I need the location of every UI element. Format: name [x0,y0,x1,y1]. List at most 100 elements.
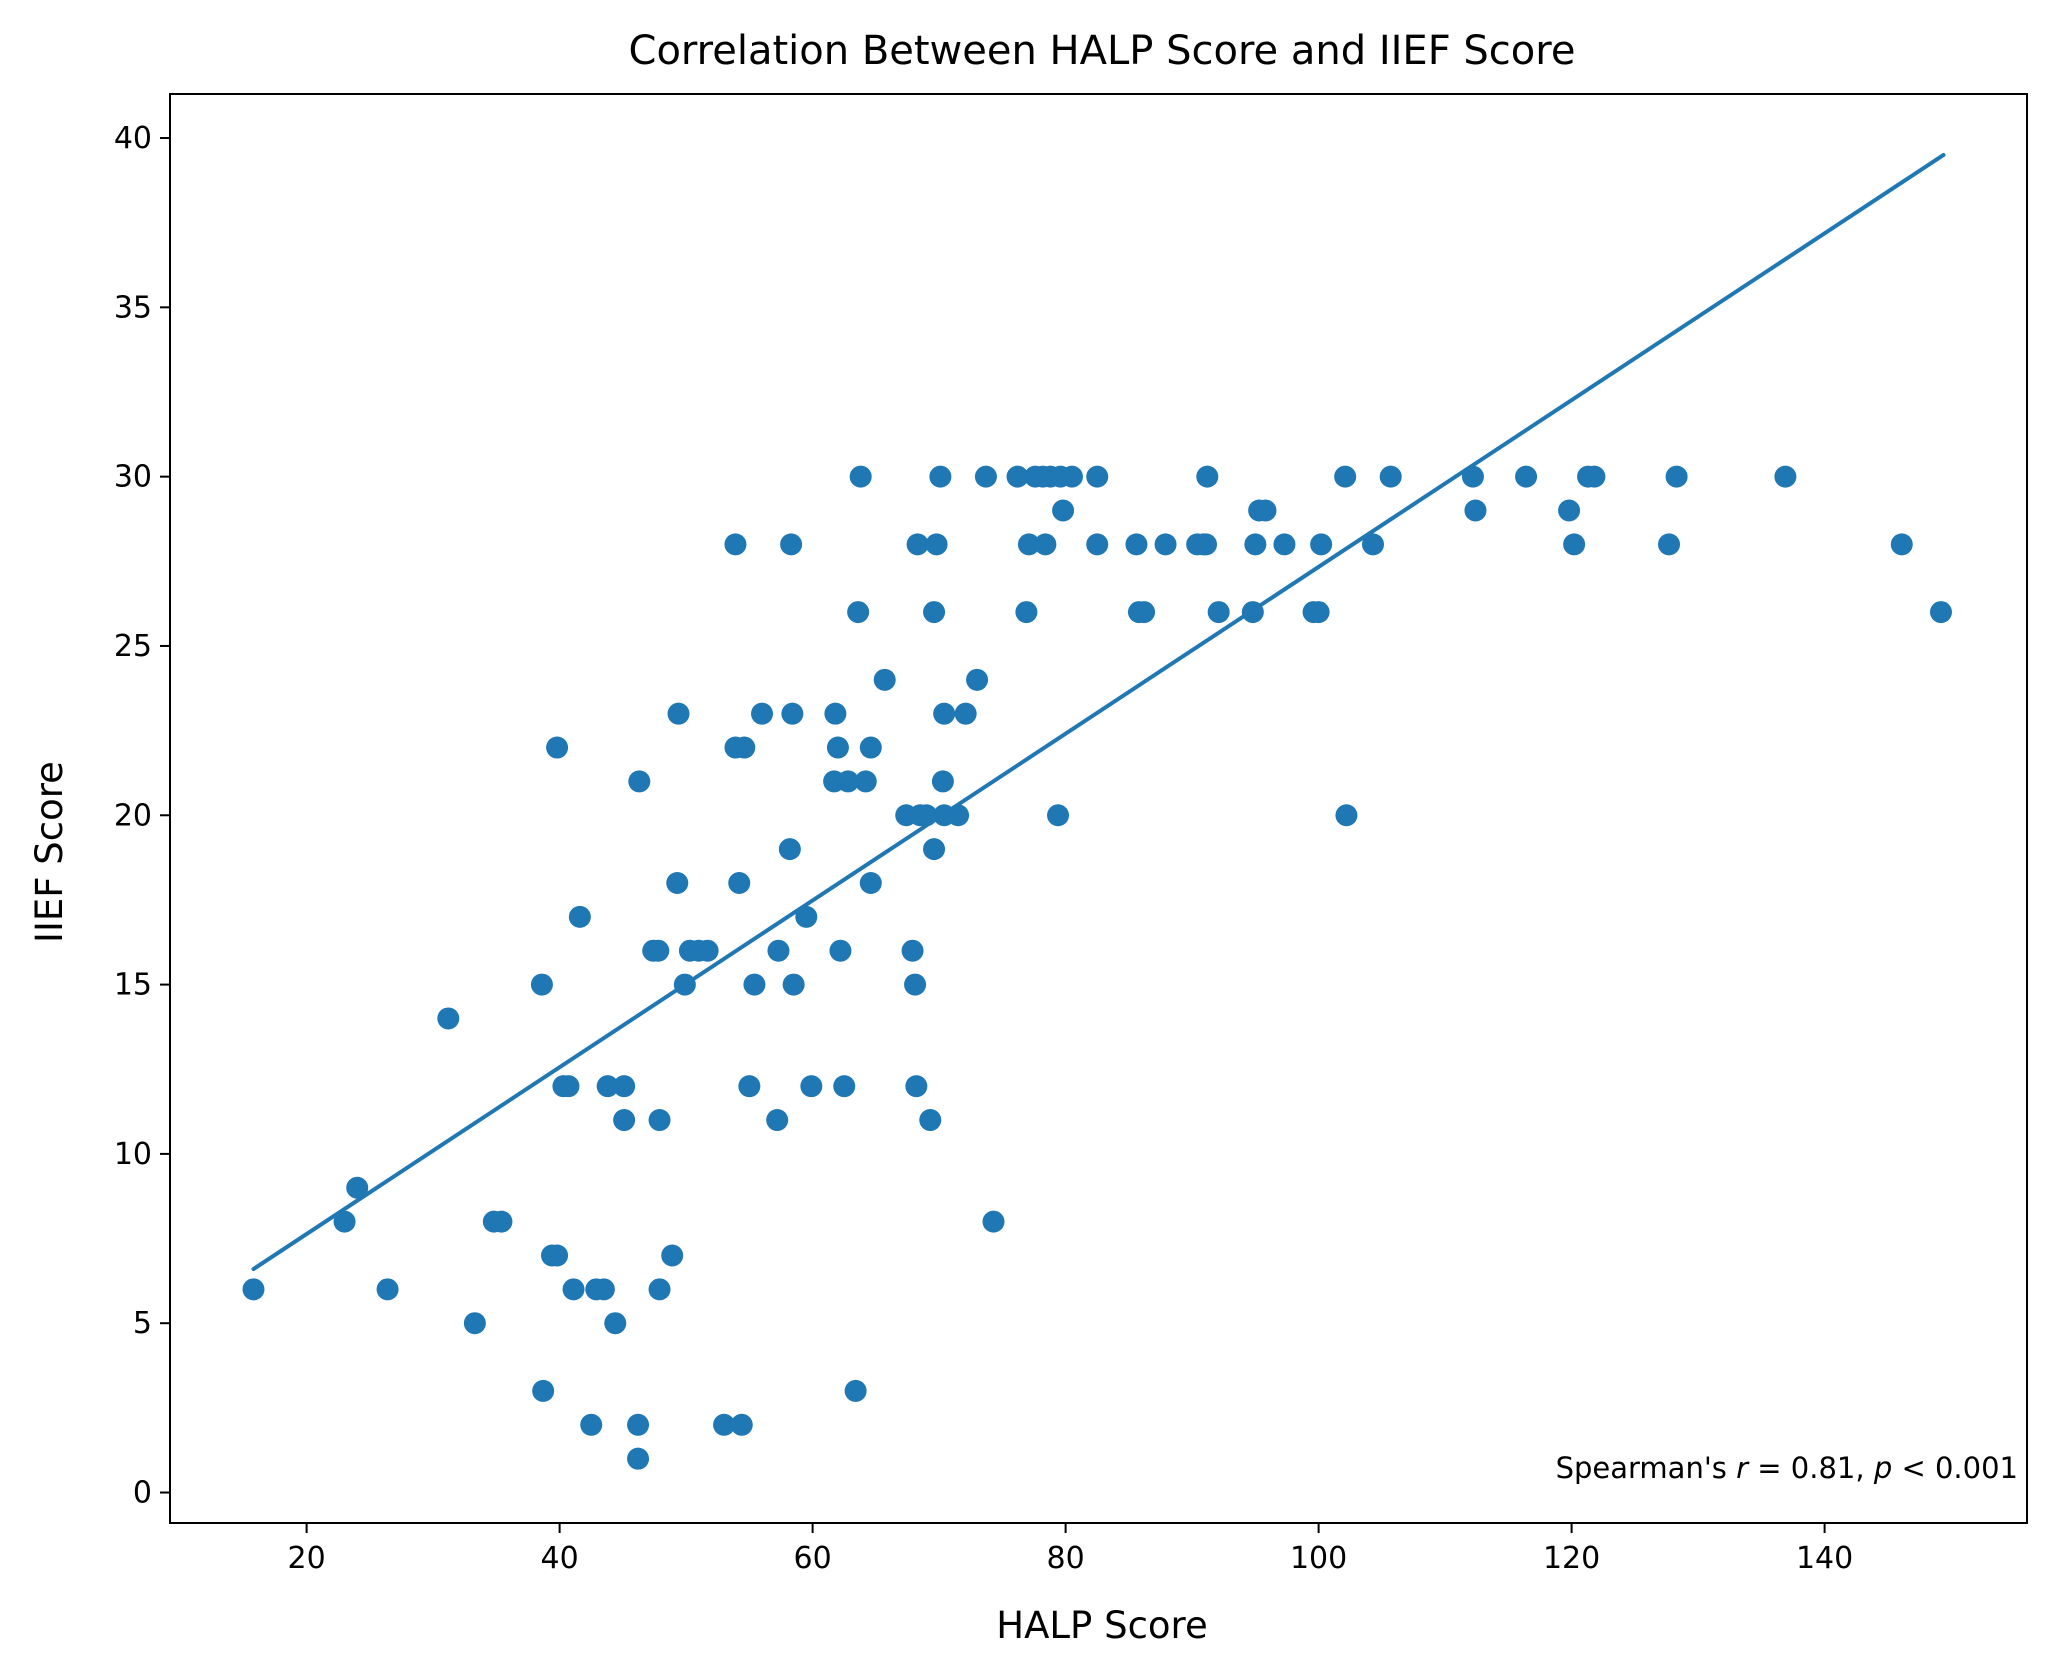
data-point [1207,601,1230,624]
data-point [854,770,877,793]
data-point [1273,533,1296,556]
data-point [1890,533,1913,556]
data-point [767,939,790,962]
data-point [954,702,977,725]
data-point [1929,601,1952,624]
data-point [929,465,952,488]
x-axis-label: HALP Score [996,1604,1207,1647]
x-tick-label: 140 [1796,1541,1853,1576]
data-point [925,533,948,556]
data-point [1563,533,1586,556]
annotation-middle: = 0.81, [1748,1451,1874,1485]
y-tick-label: 5 [133,1306,152,1341]
annotation-suffix: < 0.001 [1892,1451,2018,1485]
data-point [1665,465,1688,488]
data-point [627,1447,650,1470]
data-point [604,1312,627,1335]
y-tick-label: 30 [114,460,152,495]
data-point [923,601,946,624]
data-point [1125,533,1148,556]
data-point [844,1379,867,1402]
data-point [1017,533,1040,556]
chart-title: Correlation Between HALP Score and IIEF … [629,28,1576,74]
data-point [437,1007,460,1030]
data-point [1086,465,1109,488]
data-point [1006,465,1029,488]
data-point [463,1312,486,1335]
data-point [751,702,774,725]
data-point [592,1278,615,1301]
data-point [1515,465,1538,488]
data-point [733,736,756,759]
data-point [1658,533,1681,556]
y-tick-label: 35 [114,290,152,325]
annotation-r-symbol: r [1736,1451,1750,1485]
data-point [906,533,929,556]
data-point [346,1176,369,1199]
data-point [647,939,670,962]
data-point [824,702,847,725]
data-point [696,939,719,962]
plot-area: 20 40 60 80 100 120 140 0 5 10 15 20 25 30 35 40 [114,93,2028,1576]
data-point [859,736,882,759]
data-point [933,702,956,725]
data-point [800,1075,823,1098]
data-point [966,668,989,691]
data-point [376,1278,399,1301]
data-point [596,1075,619,1098]
data-point [1047,804,1070,827]
data-point [829,939,852,962]
data-point [724,533,747,556]
data-point [530,973,553,996]
regression-line [251,152,1946,1272]
x-tick-label: 20 [288,1541,326,1576]
data-point [837,770,860,793]
data-point [782,973,805,996]
data-point [1133,601,1156,624]
data-point [627,1413,650,1436]
y-axis-label: IIEF Score [28,761,71,943]
data-point [613,1109,636,1132]
data-point [780,533,803,556]
data-point [1254,499,1277,522]
data-point [490,1210,513,1233]
data-point [738,1075,761,1098]
data-point [849,465,872,488]
data-point [1154,533,1177,556]
data-point [1034,533,1057,556]
y-tick-label: 40 [114,121,152,156]
x-tick-label: 60 [794,1541,832,1576]
data-point [919,1109,942,1132]
data-point [546,1244,569,1267]
annotation-p-symbol: p [1873,1451,1892,1485]
data-point [242,1278,265,1301]
data-point [974,465,997,488]
data-point [1244,533,1267,556]
axes-frame [169,93,2028,1524]
data-point [1464,499,1487,522]
data-point [781,702,804,725]
data-point [648,1109,671,1132]
data-point [1086,533,1109,556]
data-point [923,838,946,861]
data-point [826,736,849,759]
data-point [847,601,870,624]
x-tick-label: 100 [1290,1541,1347,1576]
x-axis-ticks: 20 40 60 80 100 120 140 [288,1523,1853,1576]
data-point [859,871,882,894]
x-tick-label: 40 [541,1541,579,1576]
y-tick-label: 25 [114,629,152,664]
data-point [613,1075,636,1098]
annotation-prefix: Spearman's [1556,1451,1737,1485]
data-point [1196,465,1219,488]
data-point [1052,499,1075,522]
data-point [778,838,801,861]
data-point [982,1210,1005,1233]
data-point [661,1244,684,1267]
data-point [728,871,751,894]
data-point [1335,804,1358,827]
data-point [557,1075,580,1098]
